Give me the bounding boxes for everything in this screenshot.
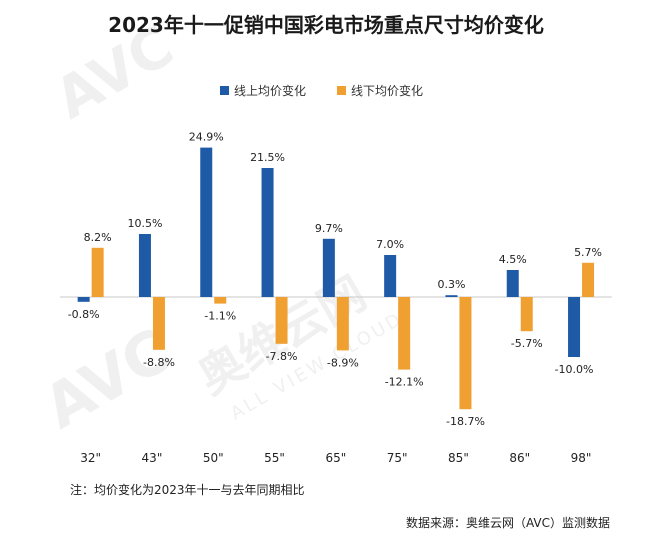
bar-offline-8 <box>582 262 595 297</box>
data-label-offline-6: -18.7% <box>446 415 485 428</box>
watermark: AVC AVC 奥维云网 ALL VIEW CLOUD <box>33 14 408 443</box>
legend-swatch-offline <box>337 86 346 95</box>
x-tick-label-4: 65" <box>325 451 346 465</box>
bar-online-4 <box>322 238 335 297</box>
bar-online-0 <box>77 297 90 302</box>
bar-online-8 <box>568 297 581 357</box>
data-label-offline-7: -5.7% <box>511 337 543 350</box>
chart-note: 注：均价变化为2023年十一与去年同期相比 <box>70 482 305 497</box>
x-tick-label-7: 86" <box>509 451 530 465</box>
bar-online-6 <box>445 295 458 297</box>
data-label-online-2: 24.9% <box>189 131 224 144</box>
data-label-online-1: 10.5% <box>127 217 162 230</box>
x-tick-label-1: 43" <box>142 451 163 465</box>
data-label-offline-4: -8.9% <box>327 356 359 369</box>
bar-online-7 <box>506 270 519 297</box>
data-label-online-0: -0.8% <box>68 308 100 321</box>
x-tick-label-5: 75" <box>387 451 408 465</box>
data-label-online-5: 7.0% <box>376 238 404 251</box>
legend: 线上均价变化 线下均价变化 <box>220 83 423 98</box>
legend-label-offline: 线下均价变化 <box>351 83 423 98</box>
x-tick-label-0: 32" <box>80 451 101 465</box>
bar-online-5 <box>384 255 397 297</box>
data-label-offline-2: -1.1% <box>204 310 236 323</box>
data-label-online-8: -10.0% <box>555 363 594 376</box>
data-label-offline-5: -12.1% <box>385 376 424 389</box>
data-label-online-4: 9.7% <box>315 222 343 235</box>
legend-label-online: 线上均价变化 <box>234 83 306 98</box>
x-tick-label-6: 85" <box>448 451 469 465</box>
legend-swatch-online <box>220 86 229 95</box>
bar-offline-3 <box>275 297 288 344</box>
data-label-offline-3: -7.8% <box>266 350 298 363</box>
data-label-offline-8: 5.7% <box>574 246 602 259</box>
data-label-offline-0: 8.2% <box>84 231 112 244</box>
x-tick-label-8: 98" <box>571 451 592 465</box>
data-label-online-6: 0.3% <box>437 278 465 291</box>
bar-offline-4 <box>336 297 349 351</box>
bar-online-1 <box>138 234 151 297</box>
bar-offline-6 <box>459 297 472 410</box>
bar-offline-5 <box>398 297 411 370</box>
bar-offline-7 <box>520 297 533 332</box>
data-label-online-7: 4.5% <box>499 253 527 266</box>
bar-offline-2 <box>214 297 227 304</box>
chart-source: 数据来源：奥维云网（AVC）监测数据 <box>406 515 610 530</box>
chart-title: 2023年十一促销中国彩电市场重点尺寸均价变化 <box>108 13 544 37</box>
data-label-offline-1: -8.8% <box>143 356 175 369</box>
bar-offline-1 <box>152 297 165 350</box>
bar-online-3 <box>261 168 274 297</box>
x-tick-label-3: 55" <box>264 451 285 465</box>
bar-online-2 <box>200 147 213 297</box>
plot-area: -0.8% 8.2% 32" 10.5% -8.8% 43" 24.9% -1.1% 50" 21… <box>60 131 612 465</box>
x-tick-label-2: 50" <box>203 451 224 465</box>
data-label-online-3: 21.5% <box>250 151 285 164</box>
bar-offline-0 <box>91 247 104 297</box>
